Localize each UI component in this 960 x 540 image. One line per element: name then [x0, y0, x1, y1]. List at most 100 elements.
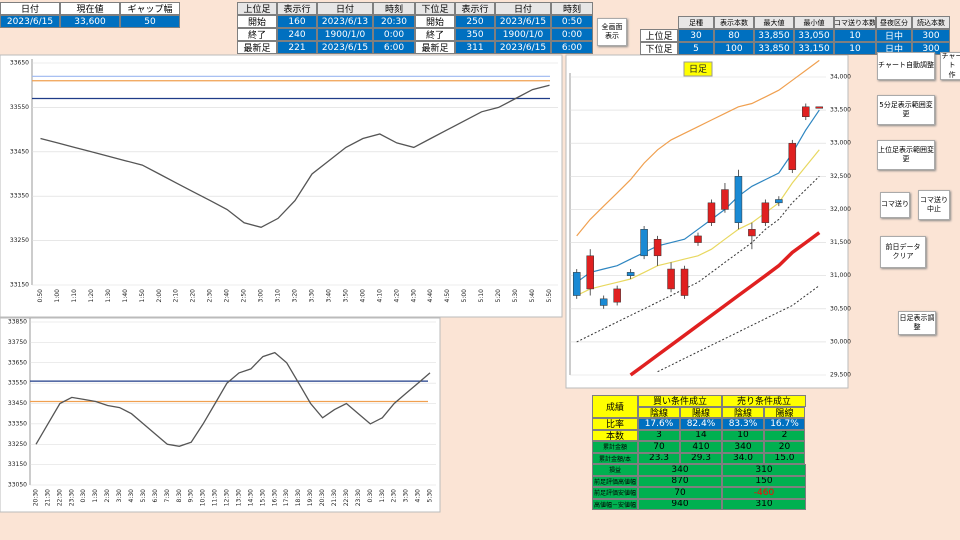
x-tick-label: 5:30 [512, 289, 519, 303]
value-cell: 33,850 [754, 42, 794, 55]
action-button[interactable]: チャート 作 [940, 52, 960, 80]
value-cell: 311 [455, 41, 495, 54]
x-tick-label: 23:30 [68, 489, 75, 506]
row-label: 本数 [592, 429, 638, 441]
x-tick-label: 2:40 [224, 289, 231, 303]
x-tick-label: 3:20 [292, 289, 299, 303]
action-button[interactable]: コマ送り 中止 [918, 190, 950, 220]
series-line [576, 109, 820, 283]
x-tick-label: 2:30 [104, 489, 111, 503]
value-cell: 80 [714, 29, 754, 42]
series-line [576, 175, 820, 343]
header-cell: ギャップ幅 [120, 2, 180, 15]
header-cell: 日付 [317, 2, 373, 15]
y-tick-label: 30,000 [830, 338, 851, 345]
candle-body [694, 235, 702, 243]
action-button[interactable]: 上位足表示範囲変更 [877, 140, 935, 170]
y-tick-label: 33450 [10, 148, 29, 155]
x-tick-label: 5:10 [478, 289, 485, 303]
row-label: 前足評価安値幅 [592, 487, 638, 499]
x-tick-label: 22:30 [343, 489, 350, 506]
header-cell: 表示行 [277, 2, 317, 15]
panel [0, 54, 563, 318]
value-cell: 340 [638, 464, 722, 476]
row-label: 開始 [415, 15, 455, 28]
header-cell: 表示本数 [714, 16, 754, 29]
value-cell: 1900/1/0 [495, 28, 551, 41]
action-button[interactable]: 前日データ クリア [880, 236, 926, 268]
value-cell: 6:00 [551, 41, 593, 54]
value-cell: 23.3 [638, 452, 680, 464]
action-button[interactable]: 日足表示調整 [898, 311, 936, 335]
candle-body [815, 106, 824, 109]
y-tick-label: 30,500 [830, 305, 851, 312]
row-label: 損益 [592, 464, 638, 476]
x-tick-label: 4:20 [393, 289, 400, 303]
y-tick-label: 33250 [8, 441, 27, 448]
x-tick-label: 2:30 [391, 489, 398, 503]
y-tick-label: 33550 [8, 380, 27, 387]
y-tick-label: 34,000 [830, 74, 851, 81]
y-tick-label: 33350 [10, 193, 29, 200]
row-label: 累計金額/本 [592, 452, 638, 464]
x-tick-label: 21:30 [44, 489, 51, 506]
action-button[interactable]: チャート自動調整 [877, 52, 935, 80]
candle-body [788, 142, 797, 170]
action-button[interactable]: 5分足表示範囲変更 [877, 95, 935, 125]
candle-body [761, 202, 770, 223]
series-line [40, 84, 550, 228]
value-cell: 20 [764, 441, 805, 453]
x-tick-label: 1:00 [54, 289, 61, 303]
candle-body [640, 229, 648, 257]
x-tick-label: 8:30 [176, 489, 183, 503]
x-tick-label: 1:20 [88, 289, 95, 303]
x-tick-label: 1:40 [122, 289, 129, 303]
value-cell: 3 [638, 429, 680, 441]
value-cell: 940 [638, 498, 722, 510]
sub-header: 陽線 [764, 406, 805, 418]
fullscreen-button[interactable]: 全画面 表示 [597, 18, 627, 46]
x-tick-label: 5:30 [140, 489, 147, 503]
header-cell: 日付 [495, 2, 551, 15]
x-tick-label: 5:30 [427, 489, 434, 503]
action-button[interactable]: コマ送り [880, 192, 910, 218]
value-cell: 0:00 [551, 28, 593, 41]
y-tick-label: 33650 [10, 60, 29, 67]
value-cell: 2023/6/13 [317, 15, 373, 28]
row-label: 高値幅－安値幅 [592, 498, 638, 510]
x-tick-label: 3:40 [325, 289, 332, 303]
group-header: 売り条件成立 [722, 395, 806, 407]
x-tick-label: 15:30 [259, 489, 266, 506]
y-tick-label: 33150 [8, 461, 27, 468]
value-cell: 410 [680, 441, 722, 453]
value-cell: 160 [277, 15, 317, 28]
x-tick-label: 4:00 [359, 289, 366, 303]
x-tick-label: 3:30 [308, 289, 315, 303]
x-tick-label: 1:30 [105, 289, 112, 303]
x-tick-label: 0:30 [80, 489, 87, 503]
value-cell: 0:50 [551, 15, 593, 28]
x-tick-label: 3:10 [275, 289, 282, 303]
y-tick-label: 31,500 [830, 239, 851, 246]
x-tick-label: 11:30 [212, 489, 219, 506]
value-cell: 10 [722, 429, 764, 441]
header-cell: 最大値 [754, 16, 794, 29]
x-tick-label: 12:30 [224, 489, 231, 506]
x-tick-label: 5:20 [495, 289, 502, 303]
value-cell: 33,150 [794, 42, 834, 55]
value-cell: 6:00 [373, 41, 415, 54]
value-cell: 2023/6/15 [495, 41, 551, 54]
value-cell: 0:00 [373, 28, 415, 41]
x-tick-label: 5:00 [461, 289, 468, 303]
value-cell: 14 [680, 429, 722, 441]
y-tick-label: 33450 [8, 400, 27, 407]
row-label: 前足評価高値幅 [592, 475, 638, 487]
x-tick-label: 5:50 [546, 289, 553, 303]
x-tick-label: 9:30 [188, 489, 195, 503]
candle-body [586, 255, 594, 290]
y-tick-label: 31,000 [830, 272, 851, 279]
value-cell: 10 [834, 29, 876, 42]
x-tick-label: 10:30 [200, 489, 207, 506]
candle-body [572, 272, 581, 296]
